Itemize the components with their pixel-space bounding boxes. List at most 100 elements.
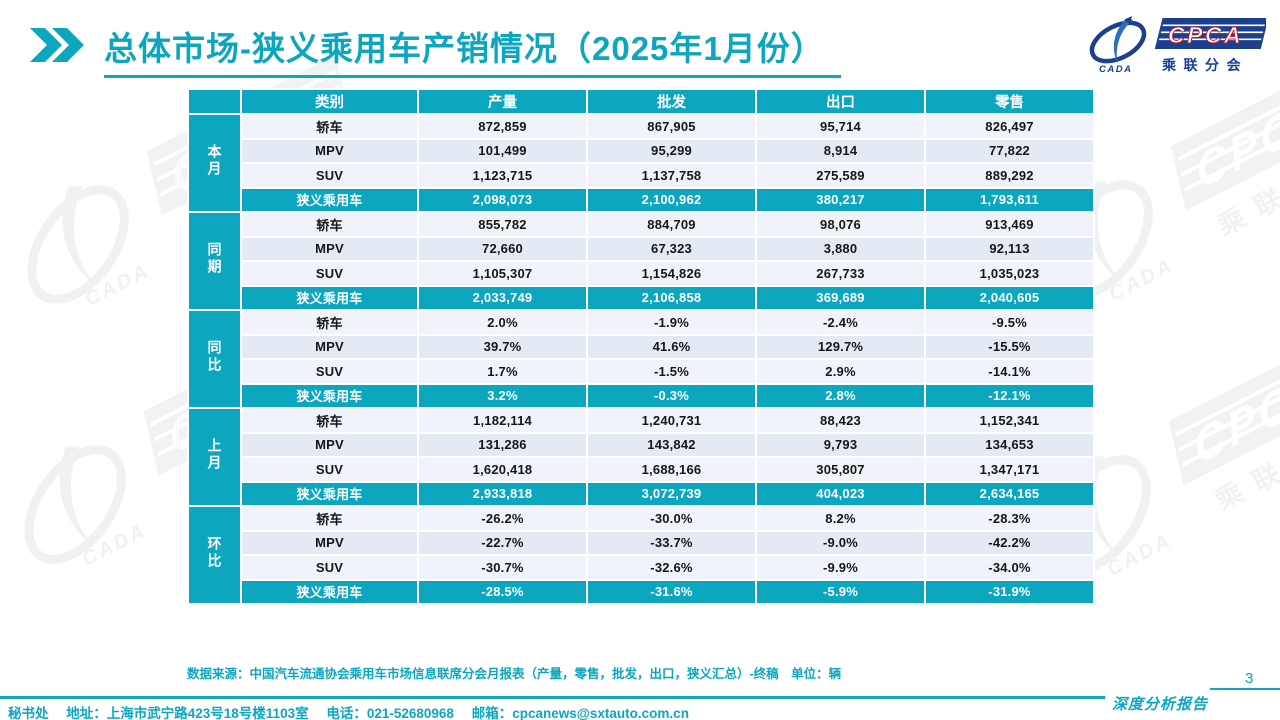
table-row: MPV 101,499 95,299 8,914 77,822	[188, 137, 1095, 164]
category-cell: 轿车	[240, 407, 419, 434]
source-note: 数据来源：中国汽车流通协会乘用车市场信息联席分会月报表（产量，零售，批发，出口，…	[187, 667, 842, 681]
value-cell: 134,653	[924, 431, 1095, 458]
table-row: SUV 1,105,307 1,154,826 267,733 1,035,023	[188, 260, 1095, 287]
value-cell: 77,822	[924, 137, 1095, 164]
row-group-label-text: 同比	[206, 339, 223, 374]
table-row: 狭义乘用车 -28.5% -31.6% -5.9% -31.9%	[188, 578, 1095, 605]
value-cell: 1,154,826	[586, 260, 757, 287]
value-cell: -1.5%	[586, 358, 757, 385]
cpca-logo: CADA CPCA 乘联分会	[1089, 16, 1266, 75]
value-cell: 129.7%	[755, 333, 926, 360]
col-header-category: 类别	[240, 88, 419, 115]
report-label: 深度分析报告	[1112, 695, 1209, 713]
value-cell: 2,098,073	[417, 186, 588, 213]
double-chevron-icon	[30, 28, 84, 62]
category-cell: 狭义乘用车	[240, 480, 419, 507]
value-cell: -22.7%	[417, 529, 588, 556]
value-cell: 1,123,715	[417, 162, 588, 189]
value-cell: 1.7%	[417, 358, 588, 385]
row-group-label: 同比	[187, 309, 242, 409]
value-cell: 2,933,818	[417, 480, 588, 507]
value-cell: -28.5%	[417, 578, 588, 605]
value-cell: 1,137,758	[586, 162, 757, 189]
value-cell: 855,782	[417, 211, 588, 238]
table-row: 狭义乘用车 2,033,749 2,106,858 369,689 2,040,605	[188, 284, 1095, 311]
value-cell: 369,689	[755, 284, 926, 311]
table-row: MPV 72,660 67,323 3,880 92,113	[188, 235, 1095, 262]
col-header-export: 出口	[755, 88, 926, 115]
value-cell: -15.5%	[924, 333, 1095, 360]
table-row: 上月 轿车 1,182,114 1,240,731 88,423 1,152,341	[187, 407, 1095, 507]
value-cell: 2.0%	[417, 309, 588, 336]
table-row: 本月 轿车 872,859 867,905 95,714 826,497	[187, 113, 1095, 213]
page-number: 3	[1245, 670, 1254, 687]
value-cell: 867,905	[586, 113, 757, 140]
value-cell: -32.6%	[586, 554, 757, 581]
col-header-wholesale: 批发	[586, 88, 757, 115]
value-cell: 9,793	[755, 431, 926, 458]
value-cell: 8.2%	[755, 505, 926, 532]
value-cell: 95,299	[586, 137, 757, 164]
value-cell: 2,634,165	[924, 480, 1095, 507]
value-cell: -30.0%	[586, 505, 757, 532]
value-cell: 3.2%	[417, 382, 588, 409]
corner-cell	[187, 88, 242, 115]
value-cell: -28.3%	[924, 505, 1095, 532]
table-row: 狭义乘用车 2,933,818 3,072,739 404,023 2,634,165	[188, 480, 1095, 507]
table-body: 本月 轿车 872,859 867,905 95,714 826,497 MPV 101,49…	[187, 113, 1095, 605]
table-row: MPV 131,286 143,842 9,793 134,653	[188, 431, 1095, 458]
value-cell: 380,217	[755, 186, 926, 213]
value-cell: 826,497	[924, 113, 1095, 140]
value-cell: 1,793,611	[924, 186, 1095, 213]
data-table: 类别 产量 批发 出口 零售 本月 轿车 872,859 867,905 95,714 8…	[187, 88, 1095, 605]
category-cell: SUV	[240, 162, 419, 189]
table-row: MPV -22.7% -33.7% -9.0% -42.2%	[188, 529, 1095, 556]
value-cell: 889,292	[924, 162, 1095, 189]
table-row: SUV 1,620,418 1,688,166 305,807 1,347,171	[188, 456, 1095, 483]
table-row: SUV 1.7% -1.5% 2.9% -14.1%	[188, 358, 1095, 385]
value-cell: -12.1%	[924, 382, 1095, 409]
row-group-label: 环比	[187, 505, 242, 605]
value-cell: 2,106,858	[586, 284, 757, 311]
value-cell: 305,807	[755, 456, 926, 483]
value-cell: -9.5%	[924, 309, 1095, 336]
cpca-wordmark: CPCA	[1168, 22, 1243, 48]
value-cell: 8,914	[755, 137, 926, 164]
value-cell: 404,023	[755, 480, 926, 507]
category-cell: 轿车	[240, 309, 419, 336]
value-cell: 267,733	[755, 260, 926, 287]
category-cell: 轿车	[240, 505, 419, 532]
row-group-label-text: 本月	[206, 143, 223, 178]
category-cell: MPV	[240, 235, 419, 262]
value-cell: 1,105,307	[417, 260, 588, 287]
value-cell: 88,423	[755, 407, 926, 434]
category-cell: 狭义乘用车	[240, 284, 419, 311]
value-cell: 1,240,731	[586, 407, 757, 434]
secretariat-label: 秘书处	[8, 706, 49, 720]
category-cell: SUV	[240, 456, 419, 483]
value-cell: 1,688,166	[586, 456, 757, 483]
value-cell: 1,620,418	[417, 456, 588, 483]
category-cell: MPV	[240, 333, 419, 360]
col-header-retail: 零售	[924, 88, 1095, 115]
value-cell: -2.4%	[755, 309, 926, 336]
value-cell: 1,347,171	[924, 456, 1095, 483]
page-title: 总体市场-狭义乘用车产销情况（2025年1月份）	[104, 22, 841, 78]
value-cell: 101,499	[417, 137, 588, 164]
table-row: 同期 轿车 855,782 884,709 98,076 913,469	[187, 211, 1095, 311]
email-text: 邮箱：cpcanews@sxtauto.com.cn	[471, 706, 689, 720]
value-cell: 1,035,023	[924, 260, 1095, 287]
value-cell: 913,469	[924, 211, 1095, 238]
value-cell: -1.9%	[586, 309, 757, 336]
row-group-label: 上月	[187, 407, 242, 507]
value-cell: 884,709	[586, 211, 757, 238]
value-cell: 2.9%	[755, 358, 926, 385]
table-row: SUV 1,123,715 1,137,758 275,589 889,292	[188, 162, 1095, 189]
category-cell: 狭义乘用车	[240, 578, 419, 605]
value-cell: -30.7%	[417, 554, 588, 581]
address-bar: 秘书处 地址：上海市武宁路423号18号楼1103室 电话：021-526809…	[8, 702, 703, 720]
page-number-rule	[1210, 688, 1280, 690]
value-cell: -31.6%	[586, 578, 757, 605]
value-cell: 3,880	[755, 235, 926, 262]
